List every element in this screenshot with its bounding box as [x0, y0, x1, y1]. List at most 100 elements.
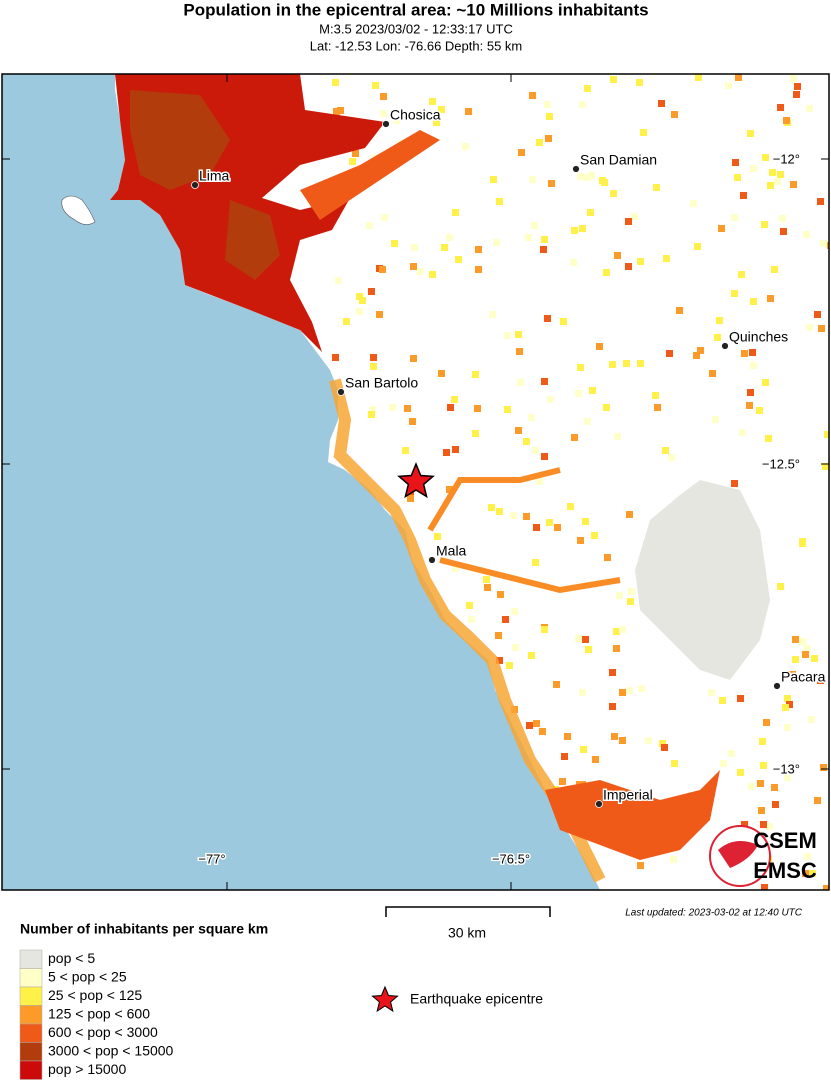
- title: Population in the epicentral area: ~10 M…: [183, 0, 648, 19]
- coast-belt: [329, 378, 606, 883]
- population-cell: [802, 675, 809, 682]
- population-cell: [659, 740, 666, 747]
- population-cell: [666, 350, 673, 357]
- population-cell: [496, 508, 503, 515]
- population-cell: [806, 105, 813, 112]
- population-cell: [782, 704, 789, 711]
- population-cell: [792, 636, 799, 643]
- population-cell: [625, 218, 632, 225]
- population-cell: [774, 178, 781, 185]
- population-cell: [532, 447, 539, 454]
- population-cell: [758, 807, 765, 814]
- population-cell: [359, 297, 366, 304]
- population-cell: [719, 697, 726, 704]
- population-cell: [749, 349, 756, 356]
- population-cell: [370, 363, 377, 370]
- population-cell: [731, 290, 738, 297]
- population-cell: [333, 108, 340, 115]
- population-cell: [577, 537, 584, 544]
- population-cell: [529, 176, 536, 183]
- population-cell: [771, 784, 778, 791]
- population-cell: [613, 628, 620, 635]
- population-cell: [446, 486, 453, 493]
- population-cell: [761, 221, 768, 228]
- population-cell: [536, 139, 543, 146]
- population-cell: [725, 82, 732, 89]
- population-cell: [337, 107, 344, 114]
- population-cell: [434, 533, 441, 540]
- population-cell: [567, 503, 574, 510]
- population-cell: [690, 200, 697, 207]
- population-cell: [708, 689, 715, 696]
- population-cell: [588, 172, 595, 179]
- population-cell: [587, 209, 594, 216]
- population-cell: [611, 733, 618, 740]
- event-info: M:3.5 2023/03/02 - 12:33:17 UTC: [319, 21, 513, 36]
- city-dot: [337, 388, 345, 396]
- population-cell: [349, 158, 356, 165]
- legend-swatch: [19, 1005, 43, 1025]
- city-dot: [382, 120, 390, 128]
- population-cell: [518, 149, 525, 156]
- population-cell: [616, 592, 623, 599]
- population-cell: [409, 418, 416, 425]
- population-cell: [452, 565, 459, 572]
- city-label: Mala: [436, 543, 467, 559]
- population-cell: [818, 325, 825, 332]
- population-cell: [802, 651, 809, 658]
- population-cell: [443, 449, 450, 456]
- population-cell: [531, 222, 538, 229]
- city-label: San Bartolo: [345, 375, 418, 391]
- city-dot: [572, 165, 580, 173]
- population-cell: [506, 662, 513, 669]
- population-cell: [779, 215, 786, 222]
- population-cell: [609, 361, 616, 368]
- population-cell: [734, 174, 741, 181]
- population-cell: [502, 616, 509, 623]
- population-cell: [739, 429, 746, 436]
- population-cell: [794, 83, 801, 90]
- legend-swatch: [19, 1042, 43, 1062]
- population-cell: [670, 856, 677, 863]
- population-cell: [368, 411, 375, 418]
- population-cell: [777, 104, 784, 111]
- population-cell: [441, 244, 448, 251]
- logo-text: CSEM: [753, 828, 817, 853]
- population-cell: [613, 645, 620, 652]
- population-cell: [475, 266, 482, 273]
- population-cell: [765, 435, 772, 442]
- population-cell: [393, 117, 400, 124]
- population-cell: [804, 853, 811, 860]
- population-cell: [806, 324, 813, 331]
- city-dot: [428, 556, 436, 564]
- population-cell: [609, 669, 616, 676]
- population-cell: [575, 390, 582, 397]
- population-cell: [756, 407, 763, 414]
- lat-label: −13°: [773, 761, 800, 776]
- population-cell: [512, 644, 519, 651]
- population-cell: [472, 430, 479, 437]
- population-cell: [570, 259, 577, 266]
- population-cell: [732, 159, 739, 166]
- city-dot: [773, 682, 781, 690]
- population-cell: [823, 885, 829, 890]
- population-cell: [744, 336, 751, 343]
- population-cell: [564, 733, 571, 740]
- population-cell: [455, 256, 462, 263]
- population-cell: [591, 532, 598, 539]
- lima-dense: [225, 200, 280, 280]
- population-cell: [533, 524, 540, 531]
- population-cell: [820, 764, 827, 771]
- population-cell: [610, 76, 617, 83]
- population-cell: [718, 225, 725, 232]
- population-cell: [465, 108, 472, 115]
- population-cell: [627, 598, 634, 605]
- population-cell: [784, 774, 791, 781]
- population-cell: [584, 418, 591, 425]
- population-cell: [780, 228, 787, 235]
- population-cell: [777, 583, 784, 590]
- legend-swatch: [19, 986, 43, 1006]
- population-cell: [547, 396, 554, 403]
- population-cell: [762, 154, 769, 161]
- population-cell: [515, 331, 522, 338]
